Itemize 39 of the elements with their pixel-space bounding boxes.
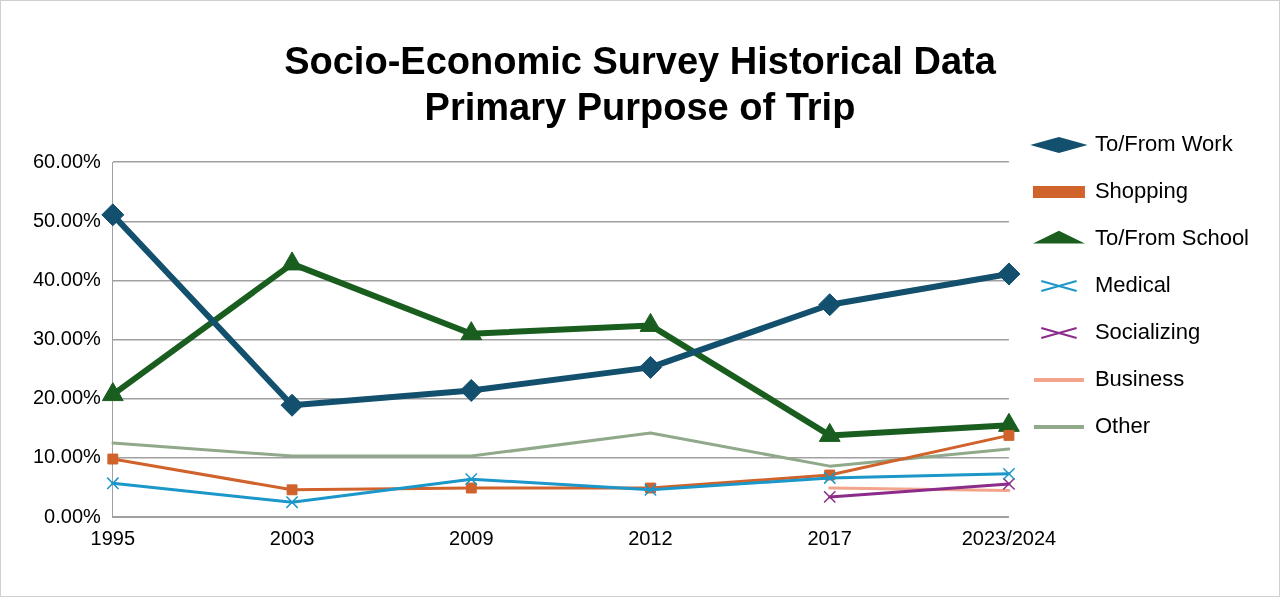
x-tick-label: 2012 [628,526,673,549]
y-tick-label: 20.00% [32,386,102,409]
point [107,453,119,465]
point [459,378,483,402]
legend-label: Business [1094,366,1185,392]
point [101,203,125,227]
y-tick-label: 0.00% [44,504,102,527]
point [1002,477,1016,491]
point [639,355,662,379]
point [1002,467,1016,481]
point [997,262,1021,286]
point [106,476,120,490]
x-tick-label: 2003 [269,526,315,549]
legend-label: Medical [1094,272,1171,298]
x-tick-label: 2023/2024 [961,526,1057,549]
point [823,490,837,504]
x-tick-label: 2009 [449,526,494,549]
point [464,472,478,486]
text: Socio-Economic Survey Historical Data [284,40,996,83]
point [818,293,842,317]
legend-label: Shopping [1094,178,1188,204]
y-tick-label: 50.00% [32,208,102,231]
point [823,471,837,485]
point [465,482,477,494]
legend-label: Other [1094,413,1150,439]
point [280,393,304,417]
legend-label: To/From Work [1094,131,1234,157]
point [1003,429,1015,441]
x-tick-label: 2017 [807,526,852,549]
point [286,484,298,496]
y-tick-label: 30.00% [32,327,102,350]
legend-label: Socializing [1094,319,1201,345]
y-tick-label: 60.00% [32,149,102,172]
y-tick-label: 40.00% [32,267,102,290]
y-tick-label: 10.00% [32,445,102,468]
x-tick-label: 1995 [90,526,136,549]
point [285,495,299,509]
text: Primary Purpose of Trip [424,85,856,128]
legend-label: To/From School [1094,225,1250,251]
